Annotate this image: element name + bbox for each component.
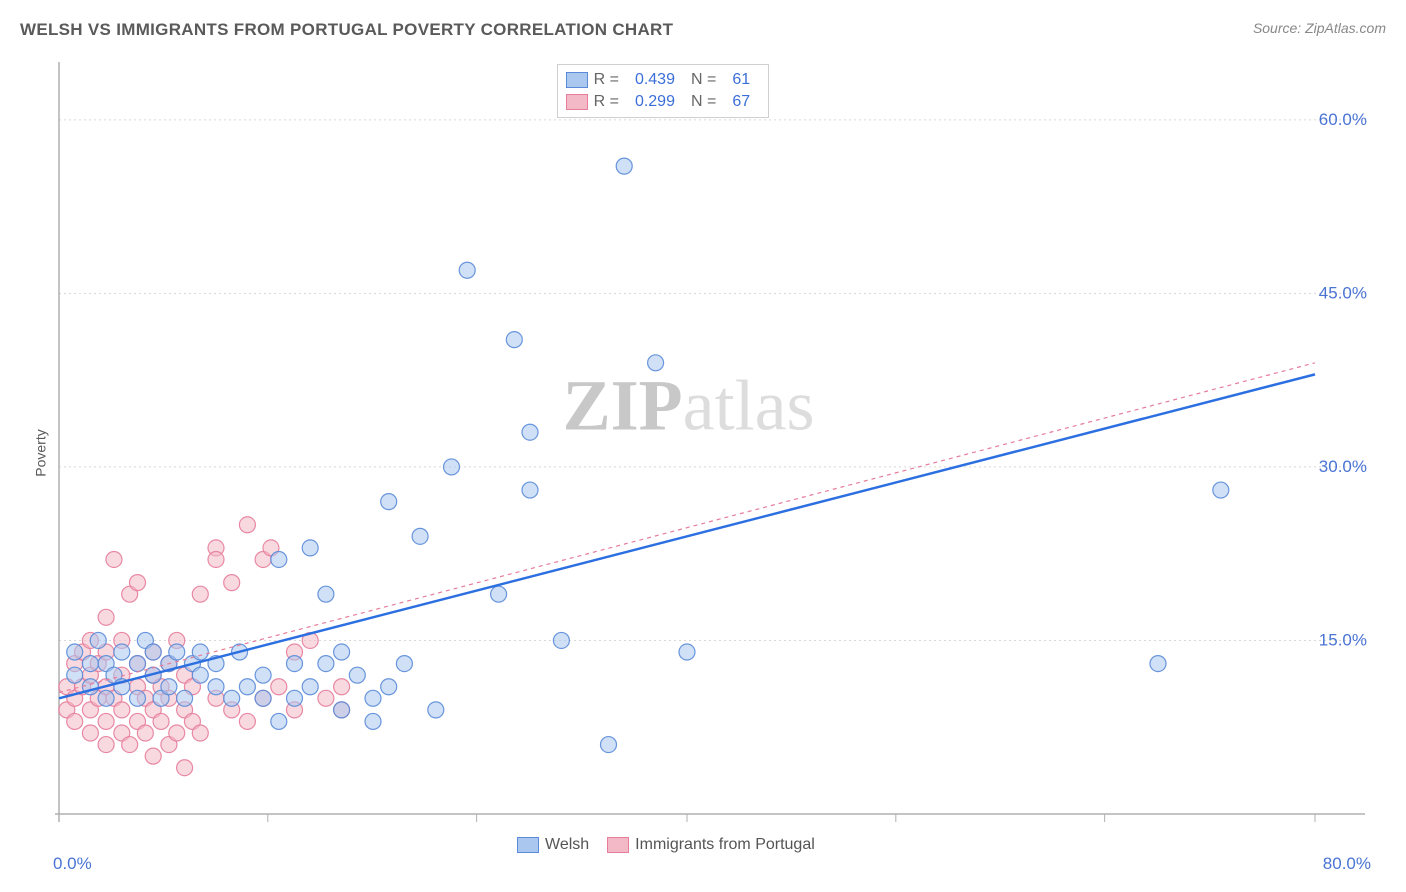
legend-swatch bbox=[566, 72, 588, 88]
source-label: Source: ZipAtlas.com bbox=[1253, 20, 1386, 36]
chart-title: WELSH VS IMMIGRANTS FROM PORTUGAL POVERT… bbox=[20, 20, 673, 40]
legend-n-label: N = bbox=[691, 71, 716, 89]
legend-r-label: R = bbox=[594, 93, 619, 111]
legend-item: Immigrants from Portugal bbox=[607, 836, 815, 854]
legend-label: Welsh bbox=[545, 836, 589, 853]
svg-text:15.0%: 15.0% bbox=[1319, 630, 1367, 649]
legend-n-label: N = bbox=[691, 93, 716, 111]
svg-text:30.0%: 30.0% bbox=[1319, 457, 1367, 476]
scatter-plot: 15.0% 30.0% 45.0% 60.0% bbox=[55, 58, 1375, 848]
legend-stat-row: R = 0.299 N = 67 bbox=[566, 91, 761, 113]
legend-item: Welsh bbox=[517, 836, 589, 854]
legend-series: Welsh Immigrants from Portugal bbox=[517, 836, 815, 854]
legend-label: Immigrants from Portugal bbox=[635, 836, 815, 853]
legend-swatch bbox=[517, 837, 539, 853]
legend-swatch bbox=[607, 837, 629, 853]
legend-n-value: 61 bbox=[732, 71, 750, 89]
svg-text:60.0%: 60.0% bbox=[1319, 110, 1367, 129]
legend-r-label: R = bbox=[594, 71, 619, 89]
y-axis-label: Poverty bbox=[33, 429, 49, 476]
legend-stats: R = 0.439 N = 61 R = 0.299 N = 67 bbox=[557, 64, 770, 118]
x-axis-start-label: 0.0% bbox=[53, 854, 92, 874]
legend-r-value: 0.299 bbox=[635, 93, 675, 111]
legend-n-value: 67 bbox=[732, 93, 750, 111]
chart-area: Poverty ZIPatlas 15.0%30.0%45.0%60.0% R … bbox=[55, 58, 1375, 848]
legend-stat-row: R = 0.439 N = 61 bbox=[566, 69, 761, 91]
x-axis-end-label: 80.0% bbox=[1323, 854, 1371, 874]
legend-r-value: 0.439 bbox=[635, 71, 675, 89]
legend-swatch bbox=[566, 94, 588, 110]
svg-text:45.0%: 45.0% bbox=[1319, 283, 1367, 302]
header: WELSH VS IMMIGRANTS FROM PORTUGAL POVERT… bbox=[0, 0, 1406, 48]
